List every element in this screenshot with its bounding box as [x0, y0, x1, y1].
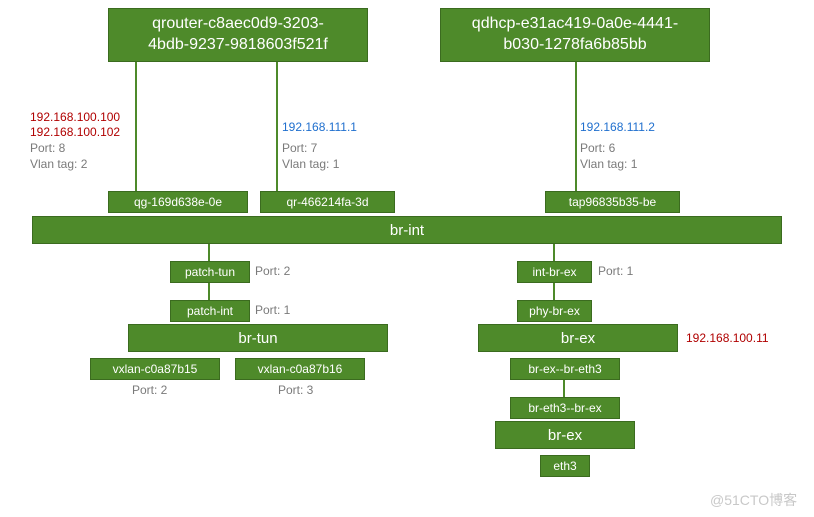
qr-vlan: Vlan tag: 1 [282, 157, 339, 171]
qrouter-box: qrouter-c8aec0d9-3203- 4bdb-9237-9818603… [108, 8, 368, 62]
tap-port: Port: 6 [580, 141, 615, 155]
patch-tun-port: Port: 2 [255, 264, 290, 278]
tap-port-box: tap96835b35-be [545, 191, 680, 213]
connector-line [553, 244, 555, 261]
qr-port: Port: 7 [282, 141, 317, 155]
vxlan2-port: Port: 3 [278, 383, 313, 397]
qg-ip1: 192.168.100.100 [30, 110, 120, 124]
qg-port: Port: 8 [30, 141, 65, 155]
int-br-ex-port: Port: 1 [598, 264, 633, 278]
watermark: @51CTO博客 [710, 490, 797, 510]
br-int-box: br-int [32, 216, 782, 244]
vxlan2-box: vxlan-c0a87b16 [235, 358, 365, 380]
qdhcp-line2: b030-1278fa6b85bb [503, 35, 646, 56]
patch-tun-box: patch-tun [170, 261, 250, 283]
qrouter-line1: qrouter-c8aec0d9-3203- [152, 14, 324, 35]
connector-line [575, 62, 577, 191]
vxlan1-box: vxlan-c0a87b15 [90, 358, 220, 380]
connector-line [135, 62, 137, 191]
connector-line [563, 380, 565, 397]
br-eth3-ex-box: br-eth3--br-ex [510, 397, 620, 419]
phy-br-ex-box: phy-br-ex [517, 300, 592, 322]
br-ex-ip: 192.168.100.11 [686, 331, 769, 345]
qdhcp-line1: qdhcp-e31ac419-0a0e-4441- [472, 14, 678, 35]
connector-line [208, 283, 210, 300]
br-ex-box: br-ex [478, 324, 678, 352]
qr-port-box: qr-466214fa-3d [260, 191, 395, 213]
tap-vlan: Vlan tag: 1 [580, 157, 637, 171]
patch-int-port: Port: 1 [255, 303, 290, 317]
eth3-box: eth3 [540, 455, 590, 477]
patch-int-box: patch-int [170, 300, 250, 322]
br-tun-box: br-tun [128, 324, 388, 352]
qg-port-box: qg-169d638e-0e [108, 191, 248, 213]
qrouter-line2: 4bdb-9237-9818603f521f [148, 35, 328, 56]
qg-ip2: 192.168.100.102 [30, 125, 120, 139]
connector-line [553, 283, 555, 300]
vxlan1-port: Port: 2 [132, 383, 167, 397]
qdhcp-box: qdhcp-e31ac419-0a0e-4441- b030-1278fa6b8… [440, 8, 710, 62]
int-br-ex-box: int-br-ex [517, 261, 592, 283]
connector-line [276, 62, 278, 191]
qr-ip: 192.168.111.1 [282, 120, 357, 134]
connector-line [208, 244, 210, 261]
tap-ip: 192.168.111.2 [580, 120, 655, 134]
br-ex-eth3-box: br-ex--br-eth3 [510, 358, 620, 380]
br-ex2-box: br-ex [495, 421, 635, 449]
qg-vlan: Vlan tag: 2 [30, 157, 87, 171]
